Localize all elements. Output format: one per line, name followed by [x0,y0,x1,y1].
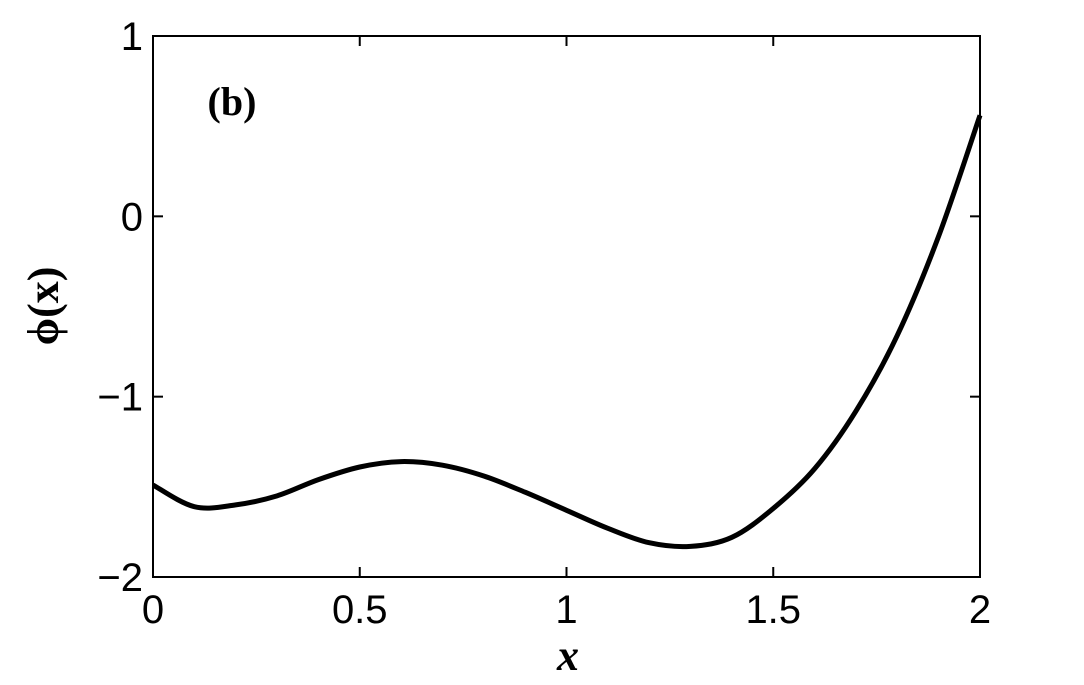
y-tick-label: −2 [97,556,143,600]
line [151,114,983,550]
x-axis-label: x [556,631,579,680]
y-tick-label: 0 [121,195,143,239]
plot-frame [152,35,981,578]
x-tick-label: 0 [142,588,164,632]
x-tick-label: 1.5 [745,588,801,632]
annotation: (b) [208,79,257,124]
y-tick-label: −1 [97,376,143,420]
x-tick-label: 1 [555,588,577,632]
y-tick-label: 1 [121,15,143,59]
y-axis-label: ϕ(x) [19,267,68,346]
x-tick-label: 0.5 [332,588,388,632]
x-tick-label: 2 [969,588,991,632]
